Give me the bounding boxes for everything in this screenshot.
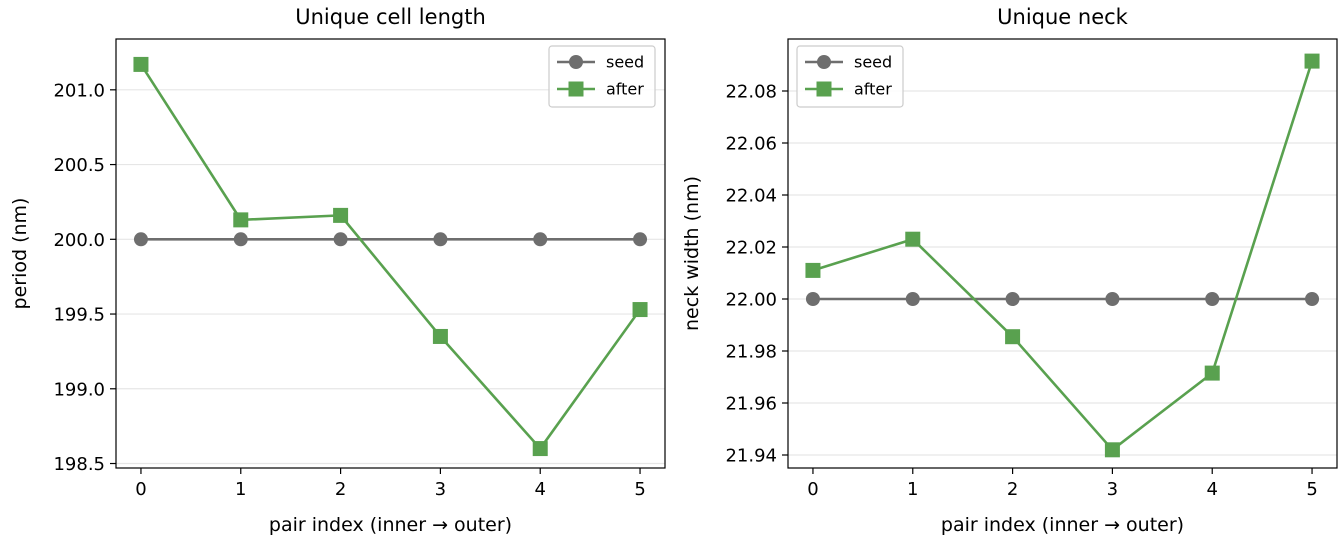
y-tick-label: 22.00: [725, 290, 777, 311]
data-point-after: [1005, 329, 1021, 345]
x-tick-label: 0: [807, 479, 818, 500]
chart-title: Unique neck: [997, 5, 1129, 29]
data-point-seed: [805, 292, 820, 306]
legend-marker-after: [568, 81, 584, 97]
data-point-after: [133, 56, 149, 72]
data-point-after: [905, 231, 921, 247]
x-axis-title: pair index (inner → outer): [941, 514, 1184, 536]
legend-label-seed: seed: [854, 53, 892, 72]
legend-label-after: after: [606, 80, 644, 99]
x-tick-label: 0: [135, 479, 146, 500]
legend-marker-after: [816, 81, 832, 97]
y-tick-label: 22.06: [725, 134, 777, 155]
y-tick-label: 201.0: [53, 80, 105, 101]
legend-label-after: after: [854, 80, 892, 99]
y-tick-label: 21.96: [725, 394, 777, 415]
data-point-after: [1304, 53, 1320, 69]
x-tick-label: 1: [907, 479, 918, 500]
x-tick-label: 5: [634, 479, 645, 500]
x-tick-label: 3: [1107, 479, 1118, 500]
y-tick-label: 22.04: [725, 186, 777, 207]
data-point-after: [1104, 442, 1120, 458]
y-tick-label: 199.0: [53, 379, 105, 400]
plot-frame: [115, 38, 666, 469]
series-line-after: [139, 63, 642, 450]
x-tick-label: 4: [1207, 479, 1218, 500]
data-point-seed: [433, 232, 448, 247]
data-point-after: [532, 441, 548, 457]
chart-cell-length: 198.5 199.0 199.5 200.0 200.5 201.0 0 1 2 3 4 5 Uniq…: [9, 5, 666, 536]
data-point-after: [632, 302, 648, 318]
x-tick-label: 2: [335, 479, 346, 500]
data-point-after: [1204, 365, 1220, 381]
legend-marker-seed: [569, 55, 583, 69]
y-tick-label: 21.98: [725, 342, 777, 363]
x-tick-label: 5: [1306, 479, 1317, 500]
data-point-after: [432, 328, 448, 344]
x-axis-title: pair index (inner → outer): [269, 514, 512, 536]
data-point-after: [333, 207, 349, 223]
y-tick-label: 21.94: [725, 446, 777, 467]
legend: seed after: [548, 45, 656, 108]
data-point-seed: [233, 232, 248, 247]
chart-title: Unique cell length: [295, 5, 486, 29]
y-tick-label: 200.0: [53, 230, 105, 251]
y-tick-label: 198.5: [53, 454, 105, 475]
data-point-seed: [1205, 292, 1220, 306]
x-tick-label: 2: [1007, 479, 1018, 500]
data-point-seed: [1105, 292, 1120, 306]
legend-label-seed: seed: [606, 53, 644, 72]
y-tick-label: 22.02: [725, 238, 777, 259]
data-point-after: [233, 212, 249, 228]
data-point-seed: [905, 292, 920, 306]
legend-marker-seed: [817, 55, 831, 69]
x-tick-label: 1: [235, 479, 246, 500]
legend: seed after: [796, 45, 904, 108]
data-point-after: [805, 262, 821, 278]
x-tick-label: 4: [535, 479, 546, 500]
chart-neck-width: 21.94 21.96 21.98 22.00 22.02 22.04 22.06 22.08…: [681, 5, 1338, 536]
y-axis-title: neck width (nm): [681, 176, 703, 331]
data-point-seed: [333, 232, 348, 247]
data-point-seed: [133, 232, 148, 247]
data-point-seed: [1305, 292, 1320, 306]
data-point-seed: [633, 232, 648, 247]
plot-frame: [787, 38, 1338, 469]
data-point-seed: [533, 232, 548, 247]
y-tick-label: 200.5: [53, 155, 105, 176]
y-tick-label: 22.08: [725, 82, 777, 103]
x-tick-label: 3: [435, 479, 446, 500]
y-tick-label: 199.5: [53, 305, 105, 326]
y-axis-title: period (nm): [9, 198, 31, 310]
data-point-seed: [1005, 292, 1020, 306]
series-line-after: [812, 60, 1314, 452]
